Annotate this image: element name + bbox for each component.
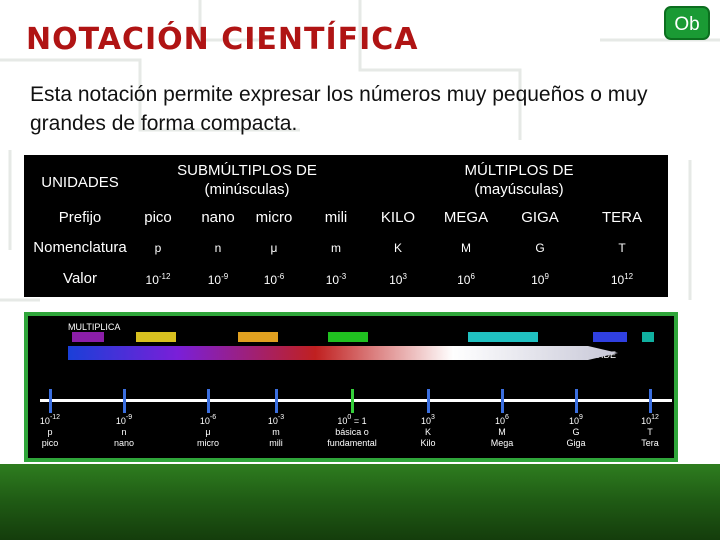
nomenclature-cell: T xyxy=(618,241,626,255)
scale-tick-label: 103 K Kilo xyxy=(420,414,436,448)
value-cell: 109 xyxy=(531,272,549,287)
colour-band-top xyxy=(72,332,654,342)
prefix-cell: KILO xyxy=(380,209,416,226)
nomenclature-cell: p xyxy=(154,241,162,255)
scale-tick xyxy=(575,389,578,413)
nomenclature-row-label: Nomenclatura xyxy=(33,239,127,256)
logo: Ob xyxy=(664,6,710,40)
prefix-cell: GIGA xyxy=(521,209,559,226)
scale-tick-label: 10-12 p pico xyxy=(39,414,61,448)
units-table: UNIDADES SUBMÚLTIPLOS DE (minúsculas) MÚ… xyxy=(24,155,668,297)
value-cell: 10-6 xyxy=(263,272,285,287)
prefix-cell: pico xyxy=(144,209,172,226)
value-row-label: Valor xyxy=(63,270,97,287)
multiples-header: MÚLTIPLOS DE (mayúsculas) xyxy=(464,162,574,198)
scale-tick-label: 10-3 m mili xyxy=(267,414,285,448)
prefix-cell: micro xyxy=(255,209,293,226)
value-cell: 1012 xyxy=(610,272,634,287)
scale-diagram: MULTIPLICA DIVIDE 10-12ppico10-9nnano10-… xyxy=(24,312,678,462)
scale-tick xyxy=(427,389,430,413)
scale-tick xyxy=(501,389,504,413)
divide-arrow xyxy=(68,346,618,360)
arrow-graphic xyxy=(68,332,654,360)
value-cell: 10-12 xyxy=(145,272,171,287)
value-cell: 10-3 xyxy=(325,272,347,287)
scale-tick xyxy=(207,389,210,413)
scale-tick xyxy=(275,389,278,413)
scale-tick xyxy=(123,389,126,413)
units-header: UNIDADES xyxy=(41,174,119,191)
scale-tick xyxy=(351,389,354,413)
grass-decoration xyxy=(0,464,720,540)
nomenclature-cell: G xyxy=(535,241,545,255)
value-cell: 10-9 xyxy=(207,272,229,287)
value-cell: 106 xyxy=(457,272,475,287)
intro-text: Esta notación permite expresar los númer… xyxy=(30,83,648,135)
value-cell: 103 xyxy=(389,272,407,287)
scale-tick-label: 1012 T Tera xyxy=(641,414,659,448)
prefix-row-label: Prefijo xyxy=(58,209,102,226)
submultiples-header: SUBMÚLTIPLOS DE (minúsculas) xyxy=(177,162,317,198)
page-title: NOTACIÓN CIENTÍFICA xyxy=(26,22,419,57)
scale-tick xyxy=(49,389,52,413)
scale-tick-label: 109 G Giga xyxy=(566,414,586,448)
nomenclature-cell: K xyxy=(393,241,402,255)
scale-tick-label: 100 = 1 básica o fundamental xyxy=(327,414,377,448)
scale-tick-label: 10-9 n nano xyxy=(113,414,135,448)
scale-tick xyxy=(649,389,652,413)
prefix-cell: mili xyxy=(324,209,348,226)
scale-tick-label: 10-6 μ micro xyxy=(197,414,219,448)
nomenclature-cell: M xyxy=(461,241,471,255)
multiplica-label: MULTIPLICA xyxy=(68,322,121,332)
scale-tick-label: 106 M Mega xyxy=(490,414,514,448)
prefix-cell: TERA xyxy=(601,209,642,226)
nomenclature-cell: n xyxy=(214,241,222,255)
prefix-cell: MEGA xyxy=(443,209,489,226)
nomenclature-cell: μ xyxy=(270,241,278,255)
scale-axis xyxy=(40,399,672,402)
prefix-cell: nano xyxy=(201,209,235,226)
nomenclature-cell: m xyxy=(331,241,341,255)
